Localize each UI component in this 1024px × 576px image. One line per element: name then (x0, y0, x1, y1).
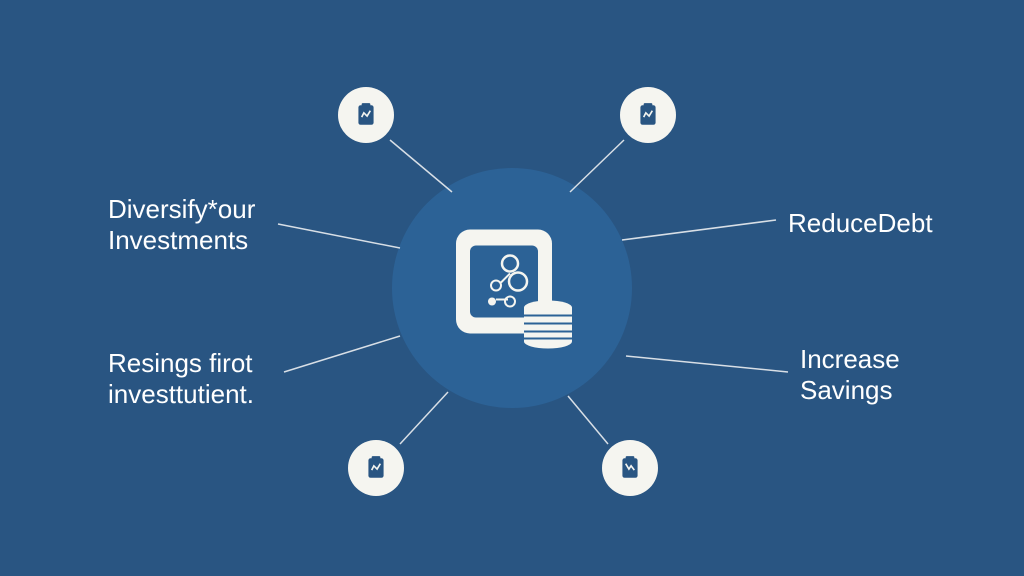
label-line2: Investments (108, 225, 248, 255)
node-bottom-right (602, 440, 658, 496)
node-bottom-left (348, 440, 404, 496)
clipboard-chart-icon (363, 455, 389, 481)
label-top-right: ReduceDebt (788, 208, 933, 239)
label-bottom-right: Increase Savings (800, 344, 900, 406)
node-top-right (620, 87, 676, 143)
label-line1: ReduceDebt (788, 208, 933, 238)
label-line2: investtutient. (108, 379, 254, 409)
clipboard-chart-icon (617, 455, 643, 481)
label-line1: Increase (800, 344, 900, 374)
label-bottom-left: Resings firot investtutient. (108, 348, 254, 410)
safe-icon (432, 206, 592, 371)
clipboard-chart-icon (635, 102, 661, 128)
node-top-left (338, 87, 394, 143)
label-line2: Savings (800, 375, 893, 405)
label-line1: Resings firot (108, 348, 253, 378)
label-line1: Diversify*our (108, 194, 255, 224)
label-top-left: Diversify*our Investments (108, 194, 255, 256)
clipboard-chart-icon (353, 102, 379, 128)
